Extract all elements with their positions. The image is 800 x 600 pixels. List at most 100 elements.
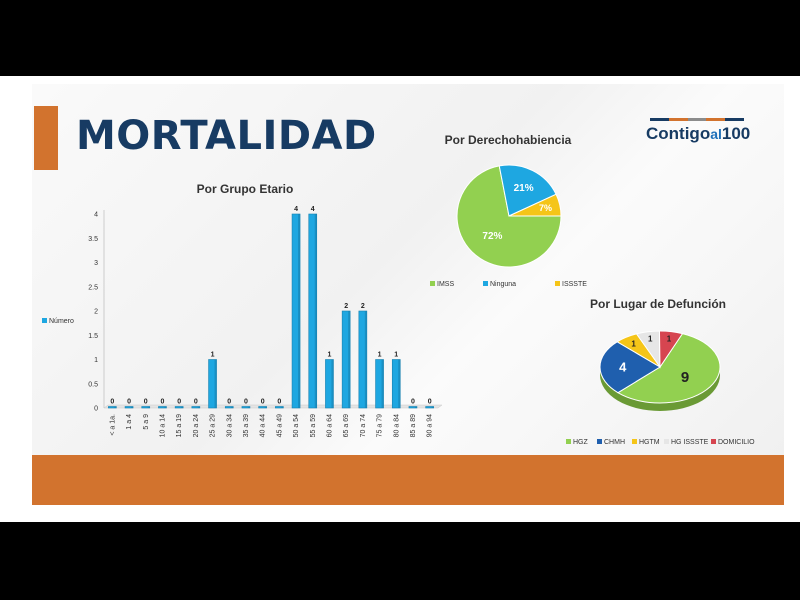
pie-value-label: 21% [514, 183, 534, 194]
bar-side [298, 214, 301, 408]
x-tick-label: 5 a 9 [143, 414, 150, 430]
legend-swatch [664, 439, 669, 444]
logo-bar-segment [668, 118, 688, 121]
slide [32, 84, 784, 504]
x-tick-label: 55 a 59 [310, 414, 317, 437]
bar-side [398, 359, 401, 408]
x-tick-label: 1 a 4 [126, 414, 133, 430]
legend-swatch [711, 439, 716, 444]
x-tick-label: 35 a 39 [243, 414, 250, 437]
derechohabiencia-legend: IMSS Ninguna ISSSTE [430, 281, 587, 288]
age-chart-axis: 0 0.5 1 1.5 2 2.5 3 3.5 4 < a 1a. 1 a 4 5 a 9 10 a 1… [88, 210, 443, 437]
legend-swatch [566, 439, 571, 444]
bar-side [281, 406, 284, 408]
bar-side [348, 311, 351, 408]
logo-bar-segment [725, 118, 744, 121]
pie-value-label: 1 [667, 334, 672, 343]
y-tick-label: 2 [94, 309, 98, 316]
bar-side [264, 406, 267, 408]
y-tick-label: 1.5 [88, 333, 98, 340]
logo-text-main: Contigo [646, 124, 711, 143]
accent-bar [34, 106, 58, 170]
lugar-defuncion-legend: HGZ CHMH HGTM HG ISSSTE DOMICILIO [566, 439, 755, 446]
bar-value-label: 0 [194, 399, 198, 406]
x-tick-label: 20 a 24 [193, 414, 200, 437]
derechohabiencia-slices: 72% 21% 7% [456, 164, 562, 268]
pie-value-label: 72% [482, 231, 502, 242]
pie-slice [498, 164, 557, 217]
bar-value-label: 0 [277, 399, 281, 406]
bar-value-label: 0 [244, 399, 248, 406]
age-chart-bars: 0 0 0 0 0 0 1 0 0 0 0 4 4 1 2 2 1 1 0 0 [108, 206, 434, 409]
legend-swatch [42, 318, 47, 323]
legend-swatch [632, 439, 637, 444]
bar-value-label: 0 [411, 399, 415, 406]
pie-slice [658, 330, 684, 369]
legend-swatch [430, 281, 435, 286]
x-tick-label: 45 a 49 [276, 414, 283, 437]
bar-side [181, 406, 184, 408]
logo-color-bar [650, 118, 744, 121]
age-chart-title: Por Grupo Etario [197, 182, 294, 196]
bar-value-label: 0 [144, 399, 148, 406]
y-tick-label: 3 [94, 260, 98, 267]
pie-value-label: 7% [539, 203, 552, 213]
x-tick-label: 75 a 79 [377, 414, 384, 437]
logo-bar-segment [650, 118, 669, 121]
bar-side [331, 359, 334, 408]
pie-slice [616, 333, 721, 404]
pie-slice [599, 341, 661, 394]
bar-value-label: 2 [344, 303, 348, 310]
bar-value-label: 1 [394, 352, 398, 359]
chart-floor [103, 404, 443, 409]
lugar-defuncion-chart: Por Lugar de Defunción 9 4 1 1 1 HGZ CHMH HGTM… [566, 297, 755, 446]
bar-value-label: 0 [160, 399, 164, 406]
page-title: MORTALIDAD [76, 113, 377, 159]
logo-bar-segment [706, 118, 726, 121]
x-tick-label: 25 a 29 [210, 414, 217, 437]
legend-label: HGTM [639, 439, 660, 446]
y-tick-label: 4 [94, 212, 98, 219]
bar-value-label: 0 [261, 399, 265, 406]
bar-value-label: 0 [227, 399, 231, 406]
lugar-defuncion-slices: 9 4 1 1 1 [599, 330, 721, 411]
x-tick-label: 30 a 34 [226, 414, 233, 437]
y-tick-label: 0 [94, 406, 98, 413]
legend-label: DOMICILIO [718, 439, 755, 446]
bar-value-label: 0 [428, 399, 432, 406]
x-tick-label: 70 a 74 [360, 414, 367, 437]
y-tick-label: 0.5 [88, 381, 98, 388]
legend-swatch [597, 439, 602, 444]
legend-label: CHMH [604, 439, 625, 446]
x-tick-label: 50 a 54 [293, 414, 300, 437]
pie-value-label: 1 [631, 339, 636, 348]
logo: Contigoal100 [646, 118, 750, 148]
bar-value-label: 2 [361, 303, 365, 310]
bottom-band [32, 455, 784, 505]
bar-side [164, 406, 167, 408]
legend-label: HGZ [573, 439, 589, 446]
bar-value-label: 0 [177, 399, 181, 406]
bar-value-label: 0 [110, 399, 114, 406]
bar-side [414, 406, 417, 408]
bar-side [314, 214, 317, 408]
bar-value-label: 1 [211, 352, 215, 359]
x-tick-label: 85 a 89 [410, 414, 417, 437]
age-group-chart: Por Grupo Etario Número 0 0.5 1 1.5 2 2.5 3 3.5… [42, 182, 443, 437]
bar-side [231, 406, 234, 408]
y-tick-label: 3.5 [88, 236, 98, 243]
pie-slice [508, 193, 562, 217]
derechohabiencia-chart-title: Por Derechohabiencia [445, 133, 572, 147]
bar-side [214, 359, 217, 408]
x-tick-label: 60 a 64 [326, 414, 333, 437]
x-tick-label: 40 a 44 [260, 414, 267, 437]
lugar-defuncion-chart-title: Por Lugar de Defunción [590, 297, 726, 311]
bar-value-label: 1 [378, 352, 382, 359]
bar-side [131, 406, 134, 408]
bar-side [247, 406, 250, 408]
legend-swatch [555, 281, 560, 286]
x-tick-label: 10 a 14 [159, 414, 166, 437]
y-tick-label: 1 [94, 357, 98, 364]
pie-value-label: 4 [619, 360, 627, 375]
bar-value-label: 4 [311, 206, 315, 213]
